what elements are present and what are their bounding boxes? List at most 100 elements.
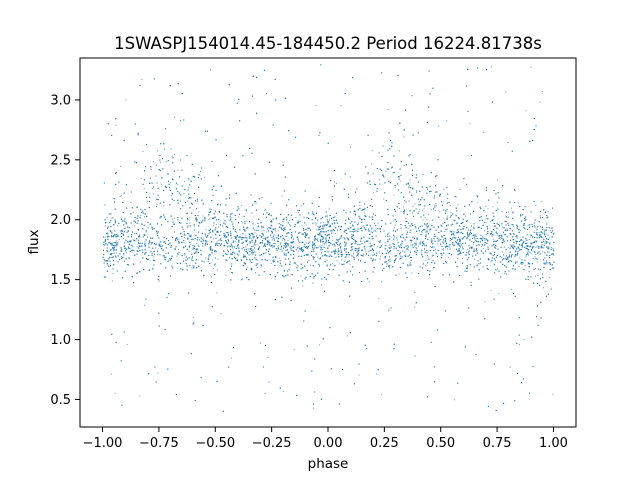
data-point	[490, 261, 492, 263]
data-point	[424, 245, 426, 247]
data-point	[232, 223, 234, 225]
data-point	[135, 240, 137, 242]
data-point	[281, 195, 283, 197]
data-point	[108, 260, 110, 262]
data-point	[238, 216, 240, 218]
data-point	[363, 253, 365, 255]
data-point	[140, 177, 142, 179]
data-point	[469, 123, 471, 125]
data-point	[112, 273, 114, 274]
data-point	[551, 247, 553, 249]
data-point	[178, 238, 180, 240]
data-point	[264, 393, 266, 394]
data-point	[440, 231, 442, 233]
data-point	[146, 200, 148, 202]
data-point	[137, 246, 139, 248]
data-point	[270, 224, 272, 226]
data-point	[406, 236, 408, 238]
data-point	[535, 253, 537, 255]
data-point	[282, 239, 283, 241]
data-point	[192, 249, 194, 250]
data-point	[372, 173, 374, 175]
data-point	[164, 148, 165, 150]
data-point	[399, 180, 401, 182]
data-point	[144, 304, 146, 306]
data-point	[407, 264, 409, 266]
data-point	[151, 188, 153, 189]
data-point	[424, 265, 426, 267]
data-point	[128, 247, 129, 249]
data-point	[245, 235, 247, 237]
data-point	[370, 245, 372, 247]
data-point	[305, 224, 307, 226]
data-point	[426, 219, 428, 221]
data-point	[536, 245, 538, 247]
data-point	[509, 244, 511, 246]
data-point	[355, 255, 357, 257]
data-point	[270, 262, 272, 264]
data-point	[356, 241, 358, 242]
data-point	[313, 248, 315, 250]
data-point	[501, 256, 503, 258]
data-point	[104, 236, 106, 238]
data-point	[458, 228, 460, 230]
data-point	[205, 257, 207, 259]
data-point	[461, 258, 463, 260]
data-point	[229, 253, 231, 255]
data-point	[159, 245, 161, 247]
data-point	[108, 251, 110, 253]
data-point	[316, 222, 318, 224]
data-point	[211, 276, 213, 278]
data-point	[378, 240, 379, 242]
data-point	[321, 228, 323, 230]
data-point	[436, 243, 438, 245]
data-point	[351, 233, 353, 235]
data-point	[144, 216, 145, 218]
data-point	[533, 240, 535, 242]
data-point	[482, 247, 484, 249]
data-point	[212, 225, 214, 226]
data-point	[145, 231, 147, 233]
data-point	[389, 235, 391, 237]
data-point	[459, 189, 461, 190]
data-point	[104, 240, 106, 242]
data-point	[492, 219, 494, 221]
data-point	[358, 374, 360, 376]
data-point	[220, 313, 222, 315]
data-point	[490, 66, 492, 68]
data-point	[547, 241, 549, 243]
data-point	[346, 335, 348, 337]
data-point	[363, 212, 365, 214]
data-point	[443, 248, 444, 250]
data-point	[192, 317, 194, 319]
data-point	[410, 241, 412, 243]
data-point	[125, 99, 127, 101]
data-point	[173, 217, 175, 219]
data-point	[207, 260, 209, 262]
data-point	[530, 66, 532, 68]
data-point	[215, 224, 217, 225]
data-point	[278, 257, 280, 259]
data-point	[407, 228, 409, 230]
data-point	[490, 221, 492, 223]
data-point	[552, 393, 554, 395]
data-point	[421, 254, 423, 256]
data-point	[446, 120, 448, 122]
data-point	[539, 215, 541, 217]
data-point	[514, 233, 515, 235]
data-point	[368, 250, 370, 252]
data-point	[154, 244, 156, 246]
data-point	[371, 227, 373, 229]
data-point	[419, 201, 420, 203]
data-point	[132, 211, 134, 213]
data-point	[526, 234, 528, 236]
data-point	[497, 234, 499, 236]
data-point	[111, 280, 113, 282]
data-point	[535, 275, 537, 277]
data-point	[314, 222, 316, 224]
data-point	[106, 264, 108, 266]
data-point	[448, 257, 450, 259]
data-point	[434, 204, 436, 206]
data-point	[264, 210, 266, 212]
data-point	[349, 263, 351, 265]
